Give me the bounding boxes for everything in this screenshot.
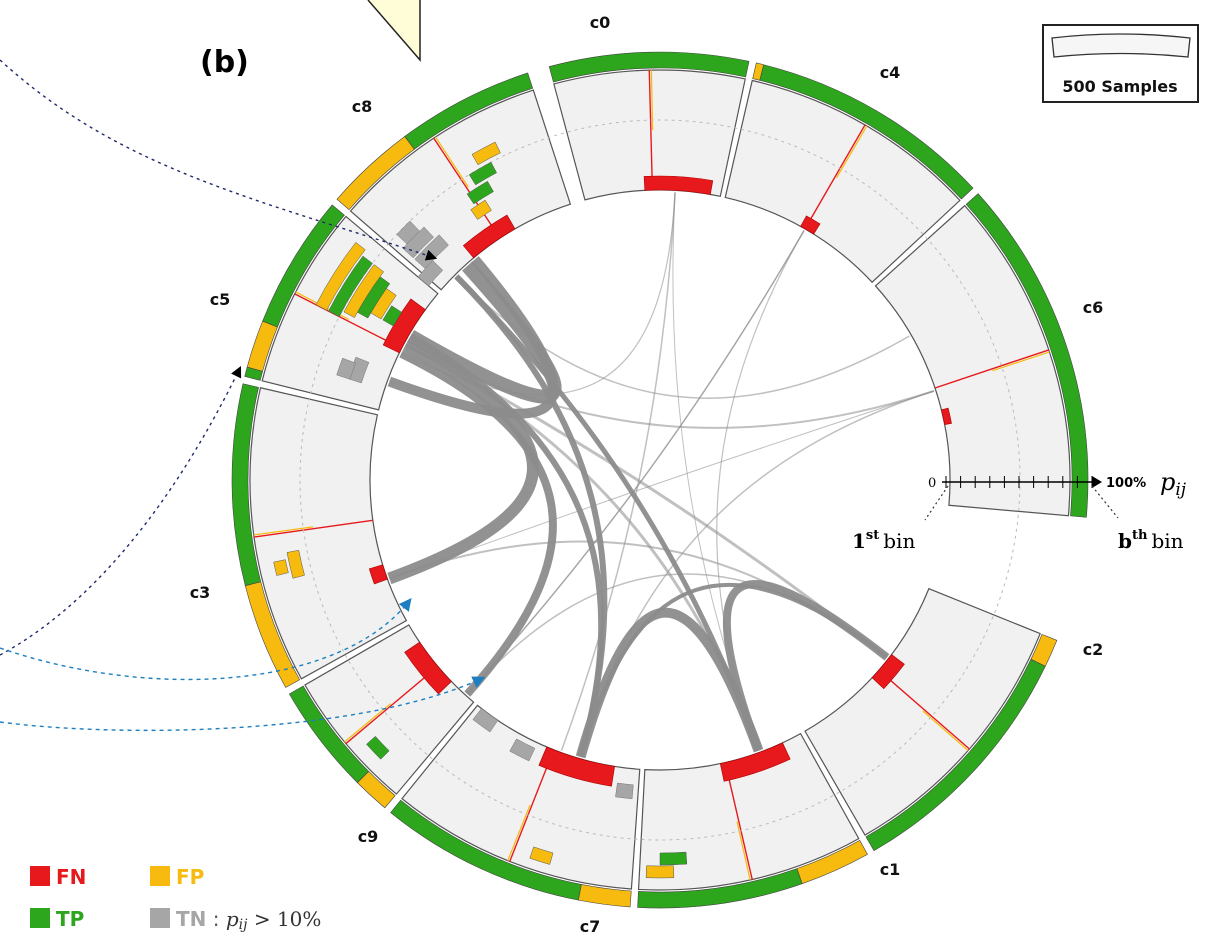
fn-bar <box>871 654 905 690</box>
fp-bar <box>471 141 501 166</box>
chord <box>387 256 559 419</box>
class-label-c2: c2 <box>1083 640 1104 659</box>
chord <box>579 390 935 758</box>
tn-bar <box>615 782 634 800</box>
chord <box>672 192 759 751</box>
tp-bar <box>382 305 403 327</box>
axis-end-label: 100% <box>1106 476 1146 491</box>
last-bin-label: bth bin <box>1118 528 1184 553</box>
tn-bar <box>336 357 356 380</box>
tn-bar <box>417 260 444 287</box>
chord <box>389 390 935 579</box>
chord <box>716 230 805 751</box>
sector-c0 <box>548 51 750 201</box>
class-labels: c0 c4 c6 c2 c1 c7 c9 c3 c5 c8 <box>190 13 1104 936</box>
bin-bars <box>273 141 952 879</box>
sector-c7 <box>390 704 641 908</box>
axis-variable: pij <box>1160 468 1187 500</box>
fn-bar <box>382 298 426 354</box>
guide-arrow-to-c9-chord <box>0 676 486 732</box>
fn-bar <box>538 746 615 787</box>
tn-bar <box>509 738 536 762</box>
chord <box>466 230 805 695</box>
sector-c3 <box>231 383 408 688</box>
fp-bar <box>286 549 305 579</box>
chord <box>455 275 910 399</box>
reference-circle <box>299 119 1021 841</box>
chord <box>466 573 888 695</box>
fn-bar <box>941 407 952 426</box>
sector-c6 <box>874 193 1089 518</box>
sector-c1 <box>637 732 868 909</box>
scale-legend: 500 Samples <box>1042 24 1199 103</box>
class-label-c9: c9 <box>358 827 379 846</box>
fp-bar <box>645 865 675 879</box>
tp-bar <box>466 180 494 205</box>
chord <box>454 274 608 758</box>
fp-swatch <box>150 866 170 886</box>
class-label-c4: c4 <box>880 63 901 82</box>
fn-bar <box>643 175 714 195</box>
fn-bar <box>368 564 388 585</box>
chord <box>387 339 539 585</box>
tp-bar <box>468 161 497 186</box>
class-sectors <box>231 51 1089 909</box>
fp-bar <box>470 199 492 220</box>
guide-arrow-to-c3-chord <box>0 598 412 681</box>
fn-bar <box>404 641 452 695</box>
class-label-c0: c0 <box>590 13 611 32</box>
class-label-c6: c6 <box>1083 298 1104 317</box>
fn-swatch <box>30 866 50 886</box>
first-bin-label: 1st bin <box>852 528 915 553</box>
chord <box>405 343 760 752</box>
chord <box>560 192 676 751</box>
tn-legend-label: TN : pij > 10% <box>176 907 321 933</box>
scale-label: 500 Samples <box>1062 77 1177 96</box>
fp-legend-label: FP <box>176 865 204 889</box>
tn-bar <box>396 220 421 245</box>
tp-swatch <box>30 908 50 928</box>
tp-legend-label: TP <box>56 907 84 931</box>
fp-bar <box>529 846 554 865</box>
tn-bar <box>472 708 499 733</box>
tp-bar <box>328 255 373 317</box>
fn-bar <box>462 214 516 259</box>
guide-arrow-to-c5 <box>0 365 242 656</box>
class-label-c7: c7 <box>580 917 601 936</box>
class-label-c1: c1 <box>880 860 901 879</box>
class-label-c8: c8 <box>352 97 373 116</box>
callout-pointer <box>367 0 421 63</box>
fp-bar <box>343 264 385 318</box>
fn-bar <box>800 215 821 235</box>
tp-bar <box>366 735 390 760</box>
chord-links <box>387 192 935 759</box>
class-label-c3: c3 <box>190 583 211 602</box>
panel-label: (b) <box>200 45 249 80</box>
bin-axis-annotation: 0 100% pij 1st bin bth bin <box>852 468 1187 553</box>
tn-swatch <box>150 908 170 928</box>
fn-bar <box>719 742 791 782</box>
chord <box>399 350 557 697</box>
fp-bar <box>273 559 289 576</box>
fn-legend-label: FN <box>56 865 86 889</box>
fp-bar <box>315 242 366 311</box>
axis-start-label: 0 <box>928 476 936 491</box>
guide-arrow-to-c8 <box>0 59 438 261</box>
tp-bar <box>659 851 688 866</box>
sector-c2 <box>804 587 1058 852</box>
color-legend: FN FP TP TN : pij > 10% <box>30 865 321 933</box>
sector-c4 <box>724 62 974 284</box>
class-label-c5: c5 <box>210 290 231 309</box>
chord <box>405 343 935 429</box>
